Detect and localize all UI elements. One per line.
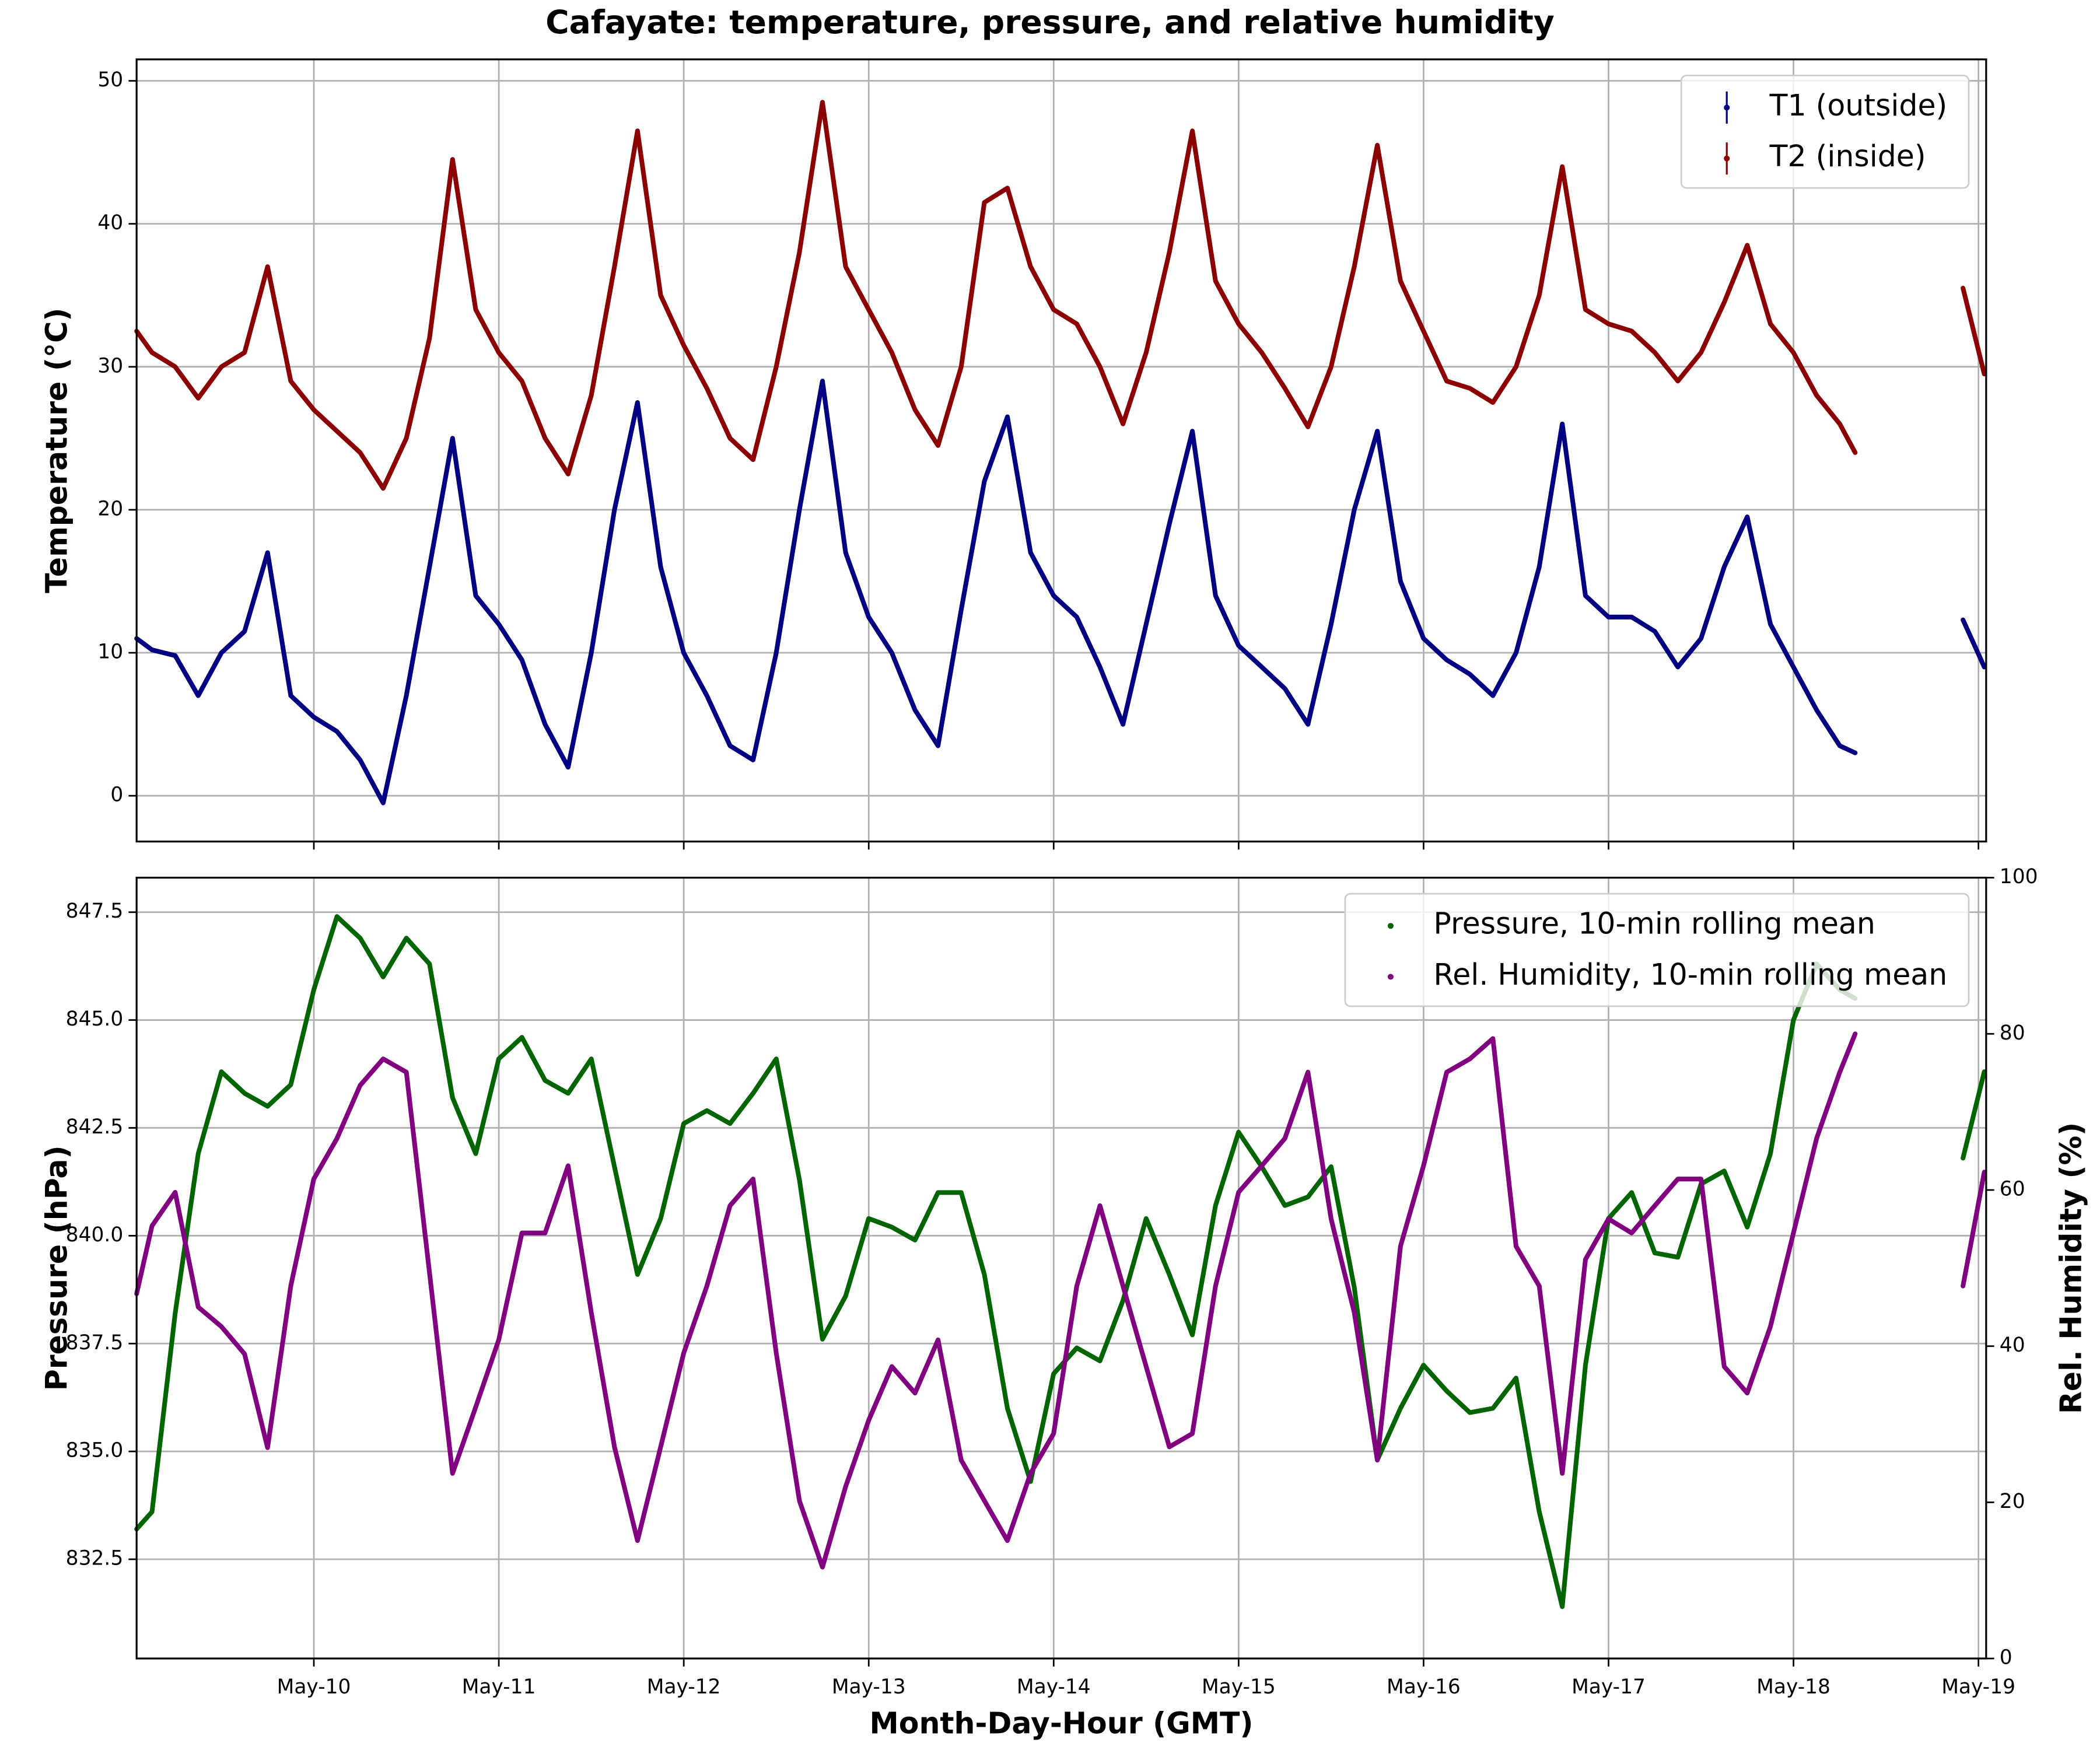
plot-frame [135,58,1987,843]
x-tick-label: May-17 [1572,1675,1646,1699]
legend-box [1344,892,1970,1007]
plot-frame [135,876,1987,1660]
chart-title: Cafayate: temperature, pressure, and rel… [545,4,1555,41]
legend-marker [1387,923,1394,929]
series-line [134,1031,1987,1570]
x-tick-label: May-19 [1941,1675,2015,1699]
legend: Pressure, 10-min rolling mean Rel. Humidi… [1344,892,1970,1007]
legend-marker [1724,104,1730,111]
y-tick-label: 832.5 [66,1547,124,1570]
legend-box [1680,74,1970,189]
x-tick-label: May-14 [1017,1675,1091,1699]
y2-axis-label: Rel. Humidity (%) [2054,1122,2088,1414]
legend-marker [1724,155,1730,162]
y-tick-label: 30 [97,354,123,377]
y-tick-label: 847.5 [66,900,124,923]
y-tick-label: 10 [97,640,123,664]
legend-marker [1387,974,1394,980]
series-line [134,379,1987,806]
y2-tick-label: 80 [2000,1021,2025,1045]
y-axis-label: Pressure (hPa) [40,1145,74,1391]
y-axis-label: Temperature (°C) [40,308,74,593]
series-line [134,914,1987,1609]
legend-label: T1 (outside) [1769,88,1948,123]
x-tick-label: May-16 [1387,1675,1461,1699]
y-tick-label: 840.0 [66,1223,124,1247]
x-tick-label: May-10 [277,1675,351,1699]
y2-tick-label: 100 [2000,865,2038,888]
legend: T1 (outside) T2 (inside) [1680,74,1970,189]
x-tick-label: May-15 [1202,1675,1276,1699]
y2-tick-label: 20 [2000,1490,2025,1513]
y2-tick-label: 40 [2000,1334,2025,1357]
y2-tick-label: 0 [2000,1646,2013,1670]
y-tick-label: 837.5 [66,1331,124,1354]
y-tick-label: 842.5 [66,1115,124,1139]
y-tick-label: 40 [97,211,123,235]
y-tick-label: 50 [97,68,123,92]
x-tick-label: May-13 [832,1675,906,1699]
y-tick-label: 835.0 [66,1439,124,1462]
y-tick-label: 20 [97,497,123,520]
y2-tick-label: 60 [2000,1178,2025,1201]
x-tick-label: May-18 [1756,1675,1831,1699]
x-axis-label: Month-Day-Hour (GMT) [870,1706,1254,1740]
series-line [134,100,1987,491]
y-tick-label: 0 [110,783,123,807]
x-tick-label: May-12 [647,1675,721,1699]
y-tick-label: 845.0 [66,1007,124,1031]
legend-label: Pressure, 10-min rolling mean [1433,907,1875,941]
x-tick-label: May-11 [462,1675,536,1699]
legend-label: T2 (inside) [1769,139,1926,173]
legend-label: Rel. Humidity, 10-min rolling mean [1433,957,1947,992]
